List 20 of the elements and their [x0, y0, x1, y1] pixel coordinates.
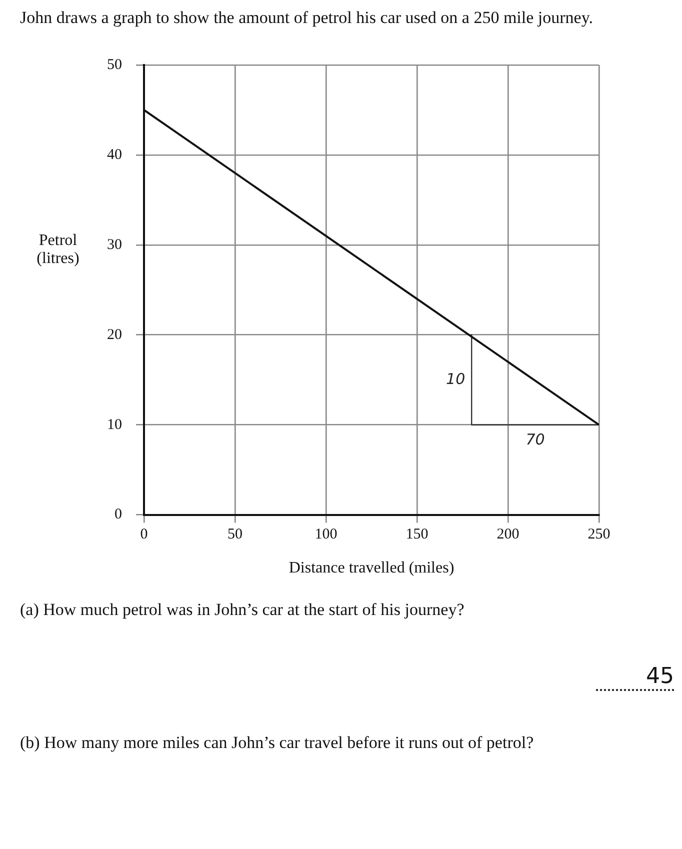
- y-axis-title: Petrol (litres): [36, 231, 80, 268]
- text: 45: [596, 664, 674, 691]
- x-tick-label: 250: [588, 526, 610, 543]
- annotation: 10: [446, 370, 466, 388]
- x-tick-label: 150: [406, 526, 428, 543]
- chart-title: John draws a graph to show the amount of petrol his car used on a 250 mile journey.: [20, 8, 594, 28]
- annotation: 70: [526, 430, 545, 449]
- y-tick-label: 0: [114, 506, 122, 523]
- text: (a) How much petrol was in John’s car at the start of his journey?: [20, 600, 466, 620]
- text: (b) How many more miles can John’s car travel before it runs out of petrol?: [20, 733, 535, 753]
- x-tick-label: 100: [314, 526, 338, 543]
- x-tick-label: 200: [496, 526, 520, 543]
- y-tick-label: 40: [107, 146, 122, 163]
- x-tick-label: 0: [140, 526, 148, 543]
- y-tick-label: 50: [107, 56, 122, 73]
- y-tick-label: 30: [107, 236, 122, 253]
- y-tick-label: 10: [107, 416, 122, 433]
- x-axis-title: Distance travelled (miles): [288, 560, 454, 577]
- y-tick-label: 20: [107, 326, 122, 343]
- x-tick-label: 50: [228, 526, 242, 543]
